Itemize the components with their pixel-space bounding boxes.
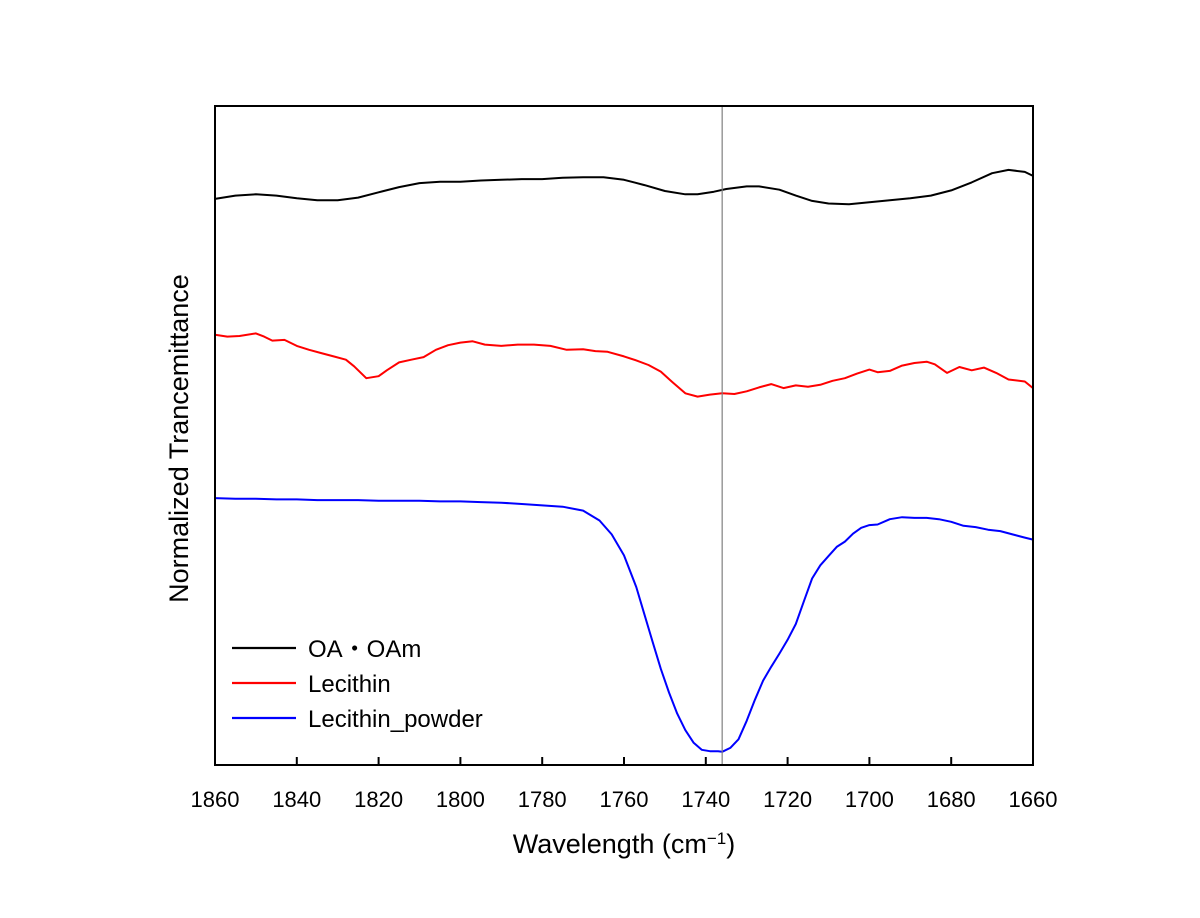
x-tick-label: 1740 [681,787,730,812]
x-axis-ticks: 1860 1840 1820 1800 1780 1760 1740 1720 1700 1680… [191,757,1058,812]
x-tick-label: 1860 [191,787,240,812]
x-tick-label: 1720 [763,787,812,812]
legend-label-3: Lecithin_powder [308,706,483,733]
x-tick-label: 1820 [354,787,403,812]
x-tick-label: 1760 [600,787,649,812]
series-line-1 [214,168,1034,206]
x-axis-label-unit-sup: −1 [707,829,726,848]
x-tick-label: 1800 [436,787,485,812]
series-line-2 [214,332,1034,398]
legend-label-1: OA・OAm [308,636,421,663]
plot-frame [214,105,1034,766]
series-layer [214,168,1034,753]
legend: OA・OAm Lecithin Lecithin_powder [232,636,483,733]
series-line-3 [214,497,1034,753]
x-axis-label: Wavelength (cm−1) [513,829,735,860]
x-tick-label: 1780 [518,787,567,812]
x-axis-label-close: ) [726,829,735,859]
x-tick-label: 1680 [927,787,976,812]
x-tick-label: 1700 [845,787,894,812]
x-tick-label: 1840 [272,787,321,812]
x-tick-label: 1660 [1009,787,1058,812]
y-axis-label: Normalized Trancemittance [164,274,194,603]
x-axis-label-text: Wavelength (cm [513,829,707,859]
legend-label-2: Lecithin [308,671,391,698]
